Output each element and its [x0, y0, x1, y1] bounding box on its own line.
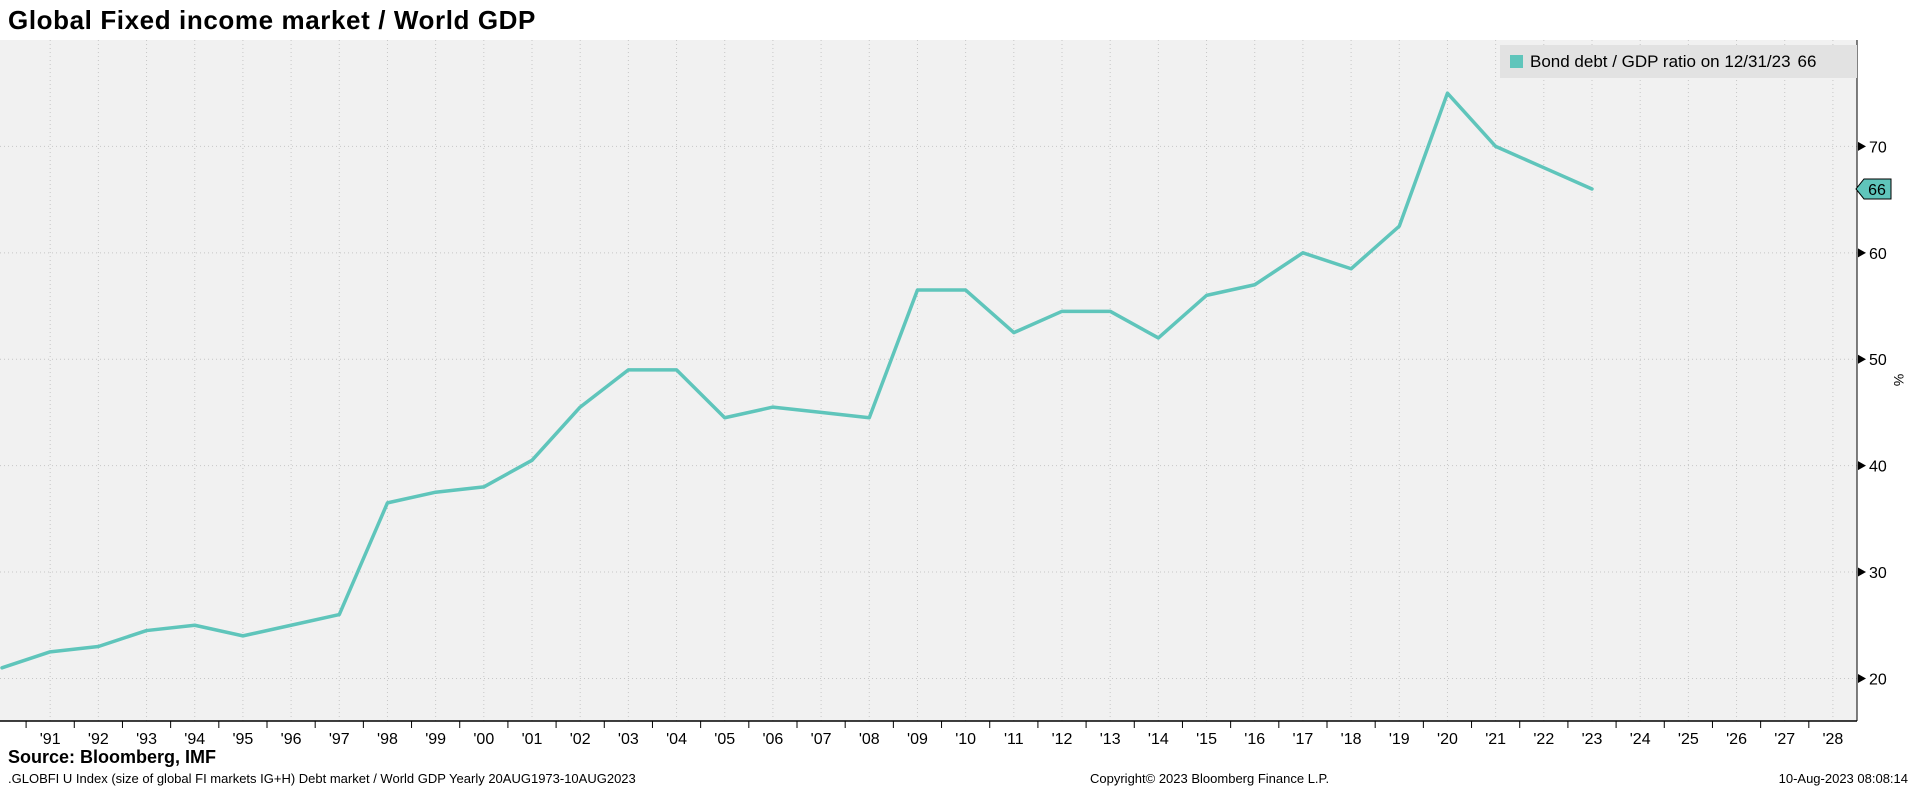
svg-text:'02: '02: [570, 731, 591, 748]
svg-text:50: 50: [1869, 352, 1887, 369]
legend-swatch-icon: [1510, 55, 1523, 68]
svg-text:'07: '07: [811, 731, 832, 748]
svg-text:20: 20: [1869, 671, 1887, 688]
svg-text:'25: '25: [1678, 731, 1699, 748]
svg-text:'21: '21: [1485, 731, 1506, 748]
y-axis-ticks: [1858, 141, 1866, 683]
svg-text:'10: '10: [955, 731, 976, 748]
svg-text:'24: '24: [1630, 731, 1651, 748]
svg-text:'03: '03: [618, 731, 639, 748]
svg-text:'12: '12: [1052, 731, 1073, 748]
svg-text:'96: '96: [281, 731, 302, 748]
legend-label: Bond debt / GDP ratio on 12/31/23: [1530, 51, 1791, 71]
x-axis-labels: '91 '92 '93 '94 '95 '96 '97 '98 '99 '00 '01 '02 '03 '…: [40, 731, 1844, 748]
svg-text:60: 60: [1869, 246, 1887, 263]
svg-text:'97: '97: [329, 731, 350, 748]
svg-text:'08: '08: [859, 731, 880, 748]
svg-text:'27: '27: [1774, 731, 1795, 748]
svg-text:'04: '04: [666, 731, 687, 748]
y-axis-unit-label: %: [1891, 373, 1908, 387]
svg-text:'14: '14: [1148, 731, 1169, 748]
svg-text:'18: '18: [1341, 731, 1362, 748]
svg-text:'05: '05: [714, 731, 735, 748]
footer-timestamp: 10-Aug-2023 08:08:14: [1778, 771, 1908, 786]
svg-text:'19: '19: [1389, 731, 1410, 748]
svg-text:'15: '15: [1196, 731, 1217, 748]
svg-text:'22: '22: [1533, 731, 1554, 748]
svg-text:'92: '92: [88, 731, 109, 748]
series-line[interactable]: [0, 91, 1594, 670]
svg-text:70: 70: [1869, 139, 1887, 156]
y-axis-labels: 20 30 40 50 60 70: [1869, 139, 1887, 688]
svg-text:'91: '91: [40, 731, 61, 748]
svg-text:40: 40: [1869, 459, 1887, 476]
svg-text:'93: '93: [136, 731, 157, 748]
plot-background: [0, 40, 1857, 721]
x-axis-ticks: [25, 721, 1810, 728]
chart-canvas[interactable]: '91 '92 '93 '94 '95 '96 '97 '98 '99 '00 '01 '02 '03 '…: [0, 0, 1916, 770]
svg-text:'06: '06: [762, 731, 783, 748]
svg-text:'16: '16: [1244, 731, 1265, 748]
svg-text:'13: '13: [1100, 731, 1121, 748]
svg-text:'01: '01: [522, 731, 543, 748]
legend-value: 66: [1797, 51, 1817, 71]
svg-text:30: 30: [1869, 565, 1887, 582]
svg-text:'99: '99: [425, 731, 446, 748]
chart-title: Global Fixed income market / World GDP: [8, 5, 536, 35]
svg-text:'09: '09: [907, 731, 928, 748]
svg-text:'17: '17: [1292, 731, 1313, 748]
svg-text:'23: '23: [1582, 731, 1603, 748]
footer-copyright: Copyright© 2023 Bloomberg Finance L.P.: [1090, 771, 1330, 786]
svg-text:'98: '98: [377, 731, 398, 748]
last-value-marker: [1855, 178, 1892, 200]
footer-description: .GLOBFI U Index (size of global FI marke…: [8, 771, 636, 786]
svg-text:'26: '26: [1726, 731, 1747, 748]
last-value-label: 66: [1868, 182, 1886, 199]
svg-text:'00: '00: [473, 731, 494, 748]
svg-text:'20: '20: [1437, 731, 1458, 748]
chart-legend[interactable]: Bond debt / GDP ratio on 12/31/23 66: [1500, 45, 1857, 78]
svg-text:'94: '94: [184, 731, 205, 748]
svg-text:'95: '95: [232, 731, 253, 748]
svg-text:'11: '11: [1004, 731, 1024, 748]
source-note: Source: Bloomberg, IMF: [8, 747, 217, 767]
gridlines: [0, 40, 1857, 721]
svg-text:'28: '28: [1822, 731, 1843, 748]
